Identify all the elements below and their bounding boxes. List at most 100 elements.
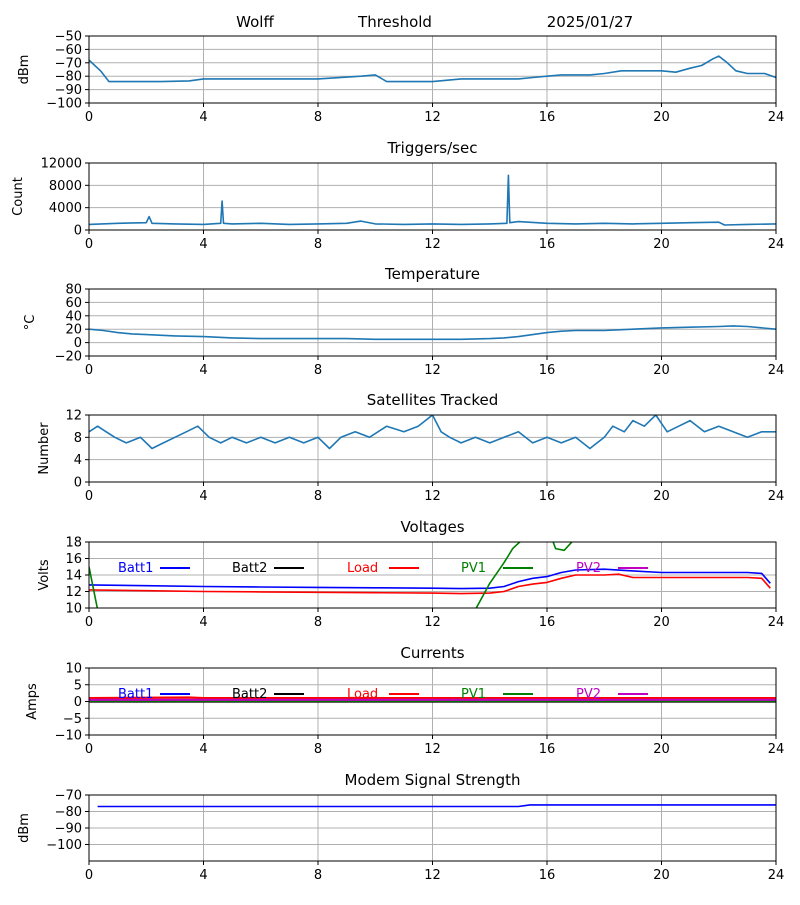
y-tick-label: −60 xyxy=(55,43,82,58)
y-tick-label: 18 xyxy=(65,536,82,551)
y-tick-label: 40 xyxy=(65,309,82,324)
x-tick-label: 20 xyxy=(653,110,670,125)
x-tick-label: 20 xyxy=(653,363,670,378)
y-tick-label: −90 xyxy=(55,83,82,98)
x-tick-label: 0 xyxy=(85,363,93,378)
x-tick-label: 20 xyxy=(653,742,670,757)
x-tick-label: 12 xyxy=(424,110,441,125)
y-tick-label: 20 xyxy=(65,323,82,338)
x-tick-label: 16 xyxy=(539,868,556,883)
y-tick-label: −100 xyxy=(46,97,82,112)
series-line xyxy=(89,696,776,700)
chart-title: Triggers/sec xyxy=(387,139,478,157)
y-tick-label: 8000 xyxy=(49,179,82,194)
y-tick-label: 16 xyxy=(65,552,82,567)
series-line xyxy=(89,573,771,595)
x-tick-label: 16 xyxy=(539,363,556,378)
y-tick-label: 80 xyxy=(65,283,82,298)
x-tick-label: 20 xyxy=(653,868,670,883)
x-tick-label: 12 xyxy=(424,615,441,630)
legend-label: Load xyxy=(347,561,378,576)
chart-title: Temperature xyxy=(384,265,480,283)
x-tick-label: 24 xyxy=(768,363,785,378)
x-tick-label: 4 xyxy=(199,110,207,125)
y-tick-label: 12 xyxy=(65,409,82,424)
x-tick-label: 24 xyxy=(768,868,785,883)
y-tick-label: 10 xyxy=(65,662,82,677)
x-tick-label: 0 xyxy=(85,742,93,757)
y-axis-label: Volts xyxy=(37,559,52,591)
x-tick-label: 16 xyxy=(539,615,556,630)
chart-panel: 0 4 8 12 16 20 24 0 4000 8000 12000 Triggers/sec Cou… xyxy=(11,139,784,252)
series-line xyxy=(89,568,771,590)
x-tick-label: 4 xyxy=(199,615,207,630)
y-tick-label: 10 xyxy=(65,602,82,617)
x-tick-label: 8 xyxy=(314,110,322,125)
chart-title: Satellites Tracked xyxy=(367,391,498,409)
x-tick-label: 12 xyxy=(424,489,441,504)
x-tick-label: 24 xyxy=(768,615,785,630)
y-axis-label: dBm xyxy=(17,55,32,85)
x-tick-label: 8 xyxy=(314,615,322,630)
y-tick-label: 8 xyxy=(74,431,82,446)
y-tick-label: 5 xyxy=(74,678,82,693)
x-tick-label: 0 xyxy=(85,489,93,504)
x-tick-label: 16 xyxy=(539,489,556,504)
y-tick-label: −80 xyxy=(55,70,82,85)
series-line xyxy=(89,55,776,83)
x-tick-label: 4 xyxy=(199,489,207,504)
header-date: 2025/01/27 xyxy=(547,13,633,31)
series-line xyxy=(89,542,573,608)
legend-label: PV2 xyxy=(576,561,601,576)
legend-label: Batt2 xyxy=(232,561,267,576)
series-line xyxy=(89,415,776,450)
x-tick-label: 4 xyxy=(199,237,207,252)
x-tick-label: 16 xyxy=(539,742,556,757)
y-tick-label: −100 xyxy=(46,838,82,853)
x-tick-label: 4 xyxy=(199,742,207,757)
y-tick-label: 4 xyxy=(74,453,82,468)
y-tick-label: 0 xyxy=(74,224,82,239)
legend-label: Batt1 xyxy=(118,561,153,576)
y-tick-label: 0 xyxy=(74,695,82,710)
series-line xyxy=(89,325,776,341)
chart-panel: 0 4 8 12 16 20 24 −100−90 −80−70 Modem Signal Str… xyxy=(17,771,784,883)
y-tick-label: −20 xyxy=(55,350,82,365)
chart-panel: 0 4 8 12 16 20 24 0 4 8 12 Satellites Tracked Number xyxy=(37,391,784,504)
series-line xyxy=(97,804,776,808)
x-tick-label: 16 xyxy=(539,237,556,252)
header-title: Threshold xyxy=(357,13,432,31)
x-tick-label: 0 xyxy=(85,237,93,252)
legend-label: PV1 xyxy=(461,561,486,576)
y-tick-label: 12000 xyxy=(41,157,82,172)
x-tick-label: 12 xyxy=(424,868,441,883)
y-tick-label: −70 xyxy=(55,56,82,71)
x-tick-label: 24 xyxy=(768,110,785,125)
x-tick-label: 4 xyxy=(199,868,207,883)
y-tick-label: −70 xyxy=(55,789,82,804)
x-tick-label: 8 xyxy=(314,742,322,757)
chart-panel: 0 4 8 12 16 20 24 −100−90−80−70−60−50 dBm xyxy=(17,30,784,126)
x-tick-label: 24 xyxy=(768,237,785,252)
x-tick-label: 20 xyxy=(653,489,670,504)
legend-label: Load xyxy=(347,687,378,702)
chart-title: Voltages xyxy=(400,518,464,536)
x-tick-label: 8 xyxy=(314,237,322,252)
x-tick-label: 24 xyxy=(768,489,785,504)
y-axis-label: Number xyxy=(37,422,52,475)
y-tick-label: −50 xyxy=(55,30,82,45)
x-tick-label: 24 xyxy=(768,742,785,757)
x-tick-label: 0 xyxy=(85,110,93,125)
y-tick-label: −80 xyxy=(55,805,82,820)
x-tick-label: 0 xyxy=(85,868,93,883)
y-tick-label: −90 xyxy=(55,822,82,837)
y-tick-label: 0 xyxy=(74,336,82,351)
header-station: Wolff xyxy=(236,13,274,31)
y-tick-label: 0 xyxy=(74,476,82,491)
x-tick-label: 16 xyxy=(539,110,556,125)
y-tick-label: 12 xyxy=(65,585,82,600)
